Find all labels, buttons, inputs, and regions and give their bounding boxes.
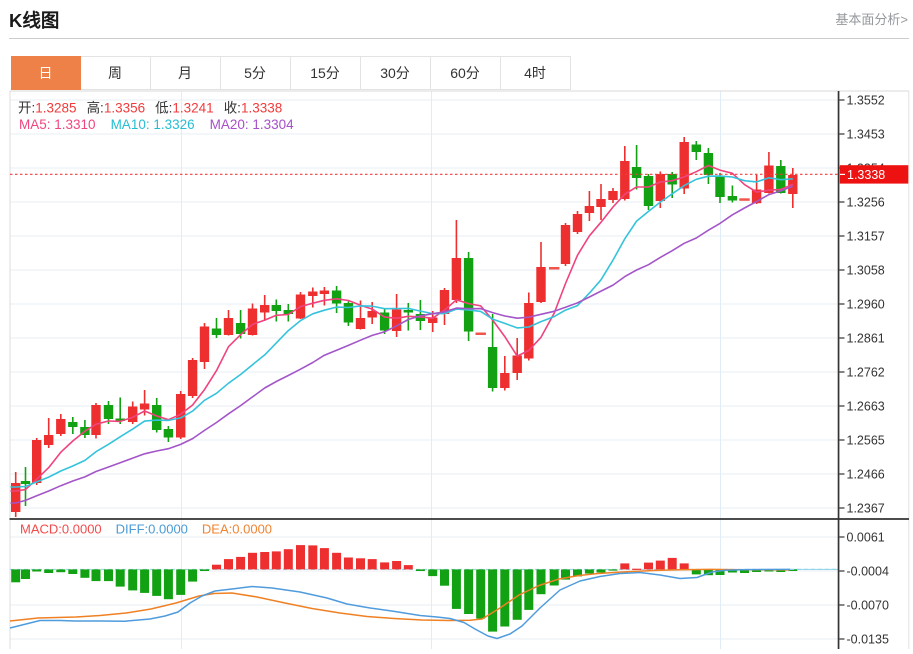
svg-text:1.3338: 1.3338 <box>847 168 885 182</box>
svg-text:1.2762: 1.2762 <box>847 366 885 380</box>
svg-text:1.3453: 1.3453 <box>847 128 885 142</box>
svg-text:1.3552: 1.3552 <box>847 94 885 108</box>
svg-text:1.2565: 1.2565 <box>847 434 885 448</box>
svg-text:-0.0070: -0.0070 <box>847 599 889 613</box>
svg-text:0.0061: 0.0061 <box>847 531 885 545</box>
svg-text:1.3256: 1.3256 <box>847 196 885 210</box>
svg-text:1.3058: 1.3058 <box>847 264 885 278</box>
svg-text:-0.0004: -0.0004 <box>847 565 889 579</box>
svg-text:1.2367: 1.2367 <box>847 502 885 516</box>
svg-text:1.2663: 1.2663 <box>847 400 885 414</box>
svg-text:1.2960: 1.2960 <box>847 298 885 312</box>
svg-text:-0.0135: -0.0135 <box>847 633 889 647</box>
svg-text:1.3157: 1.3157 <box>847 230 885 244</box>
svg-text:1.2466: 1.2466 <box>847 468 885 482</box>
svg-text:1.2861: 1.2861 <box>847 332 885 346</box>
